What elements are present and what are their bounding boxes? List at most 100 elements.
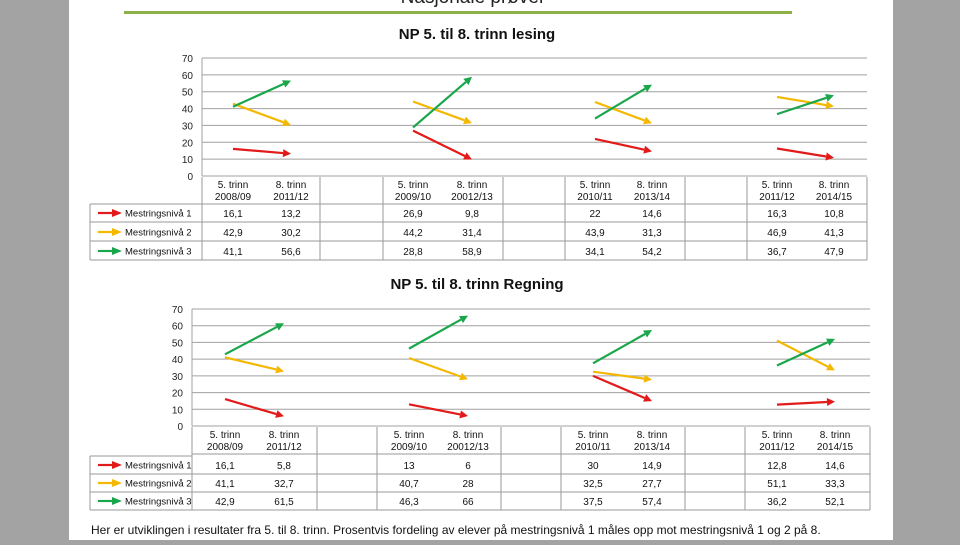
column-header-year-start: 2008/09 (207, 442, 244, 453)
series-arrow-head (459, 372, 468, 381)
table-value: 31,4 (462, 228, 482, 239)
column-header-end: 8. trinn (276, 180, 307, 191)
series-arrow-head (643, 394, 652, 402)
column-header-start: 5. trinn (580, 180, 611, 191)
column-header-end: 8. trinn (457, 180, 488, 191)
data-table-grid (89, 177, 868, 261)
column-header-year-start: 2009/10 (391, 442, 428, 453)
series-arrow-head (825, 93, 834, 102)
series-arrow-head (643, 374, 652, 383)
y-tick-label: 30 (182, 121, 194, 132)
series-arrow (592, 333, 646, 365)
table-value: 42,9 (223, 228, 243, 239)
column-header-year-end: 2011/12 (266, 442, 302, 453)
table-value: 41,1 (215, 479, 235, 490)
table-value: 32,5 (583, 479, 603, 490)
series-arrow-head (463, 152, 472, 160)
series-arrow (224, 356, 277, 371)
column-header-year-start: 2008/09 (215, 192, 252, 203)
y-tick-label: 10 (182, 155, 194, 166)
column-header-end: 8. trinn (820, 430, 851, 441)
column-header-year-end: 20012/13 (447, 442, 489, 453)
series-arrow-head (826, 338, 835, 346)
series-arrow-head (826, 398, 835, 407)
series-arrow (412, 100, 465, 122)
series-arrow (594, 137, 645, 151)
y-tick-label: 70 (172, 305, 184, 316)
table-value: 40,7 (399, 479, 419, 490)
column-header-start: 5. trinn (762, 180, 793, 191)
column-header-year-end: 2014/15 (816, 192, 853, 203)
chart-1: NP 5. til 8. trinn lesing 0 10 20 30 40 50 60 70… (89, 26, 868, 261)
table-value: 22 (589, 209, 601, 220)
column-header-year-start: 2011/12 (759, 192, 795, 203)
legend-arrow-head (112, 461, 122, 469)
series-arrow (224, 325, 278, 356)
series-arrow (594, 100, 645, 122)
series-arrow (592, 374, 646, 399)
legend-arrow-head (112, 479, 122, 487)
column-header-year-start: 2010/11 (575, 442, 611, 453)
y-tick-label: 50 (182, 88, 194, 99)
legend-arrow-head (112, 209, 122, 217)
legend-label: Mestringsnivå 1 (125, 209, 192, 220)
table-value: 16,1 (215, 461, 235, 472)
table-value: 12,8 (767, 461, 787, 472)
table-value: 58,9 (462, 247, 482, 258)
column-header-start: 5. trinn (210, 430, 241, 441)
y-tick-label: 10 (172, 405, 184, 416)
series-arrow (224, 398, 277, 416)
table-value: 41,3 (824, 228, 844, 239)
series-arrow-head (826, 363, 835, 371)
legend-label: Mestringsnivå 3 (125, 247, 192, 258)
series-arrow (408, 356, 461, 378)
caption: Her er utviklingen i resultater fra 5. t… (91, 523, 821, 537)
series-arrow-head (282, 149, 291, 158)
column-header-year-start: 2009/10 (395, 192, 432, 203)
legend-label: Mestringsnivå 1 (125, 461, 192, 472)
series-arrow (408, 318, 462, 350)
chart-title: NP 5. til 8. trinn Regning (390, 276, 563, 293)
series-arrow (776, 341, 829, 367)
column-header-year-start: 2010/11 (577, 192, 613, 203)
column-header-year-end: 20012/13 (451, 192, 493, 203)
y-tick-label: 60 (172, 322, 184, 333)
table-value: 66 (462, 497, 474, 508)
table-value: 37,5 (583, 497, 603, 508)
charts-group: NP 5. til 8. trinn lesing010203040506070… (89, 26, 871, 511)
table-value: 36,2 (767, 497, 787, 508)
table-value: 10,8 (824, 209, 844, 220)
table-value: 30,2 (281, 228, 301, 239)
table-value: 28,8 (403, 247, 423, 258)
column-header-year-end: 2014/15 (817, 442, 854, 453)
column-header-year-end: 2013/14 (634, 192, 671, 203)
table-value: 14,9 (642, 461, 662, 472)
series-arrow (776, 400, 828, 406)
series-arrow-head (463, 76, 472, 85)
column-header-start: 5. trinn (762, 430, 793, 441)
table-value: 33,3 (825, 479, 845, 490)
column-header-start: 5. trinn (398, 180, 429, 191)
series-arrow (232, 82, 285, 108)
y-tick-label: 0 (187, 172, 193, 183)
series-arrow-head (643, 116, 652, 125)
series-arrow-head (825, 152, 834, 161)
series-arrow (592, 370, 645, 380)
series-arrow-head (275, 365, 284, 374)
table-value: 41,1 (223, 247, 243, 258)
table-value: 9,8 (465, 209, 479, 220)
y-tick-label: 30 (172, 372, 184, 383)
column-header-year-end: 2013/14 (634, 442, 671, 453)
series-arrow (776, 147, 827, 158)
series-arrow-head (463, 116, 472, 125)
table-value: 16,1 (223, 209, 243, 220)
table-value: 16,3 (767, 209, 787, 220)
table-value: 14,6 (825, 461, 845, 472)
table-value: 13,2 (281, 209, 301, 220)
column-header-start: 5. trinn (218, 180, 249, 191)
y-tick-label: 40 (172, 355, 184, 366)
table-value: 46,3 (399, 497, 419, 508)
table-value: 6 (465, 461, 471, 472)
